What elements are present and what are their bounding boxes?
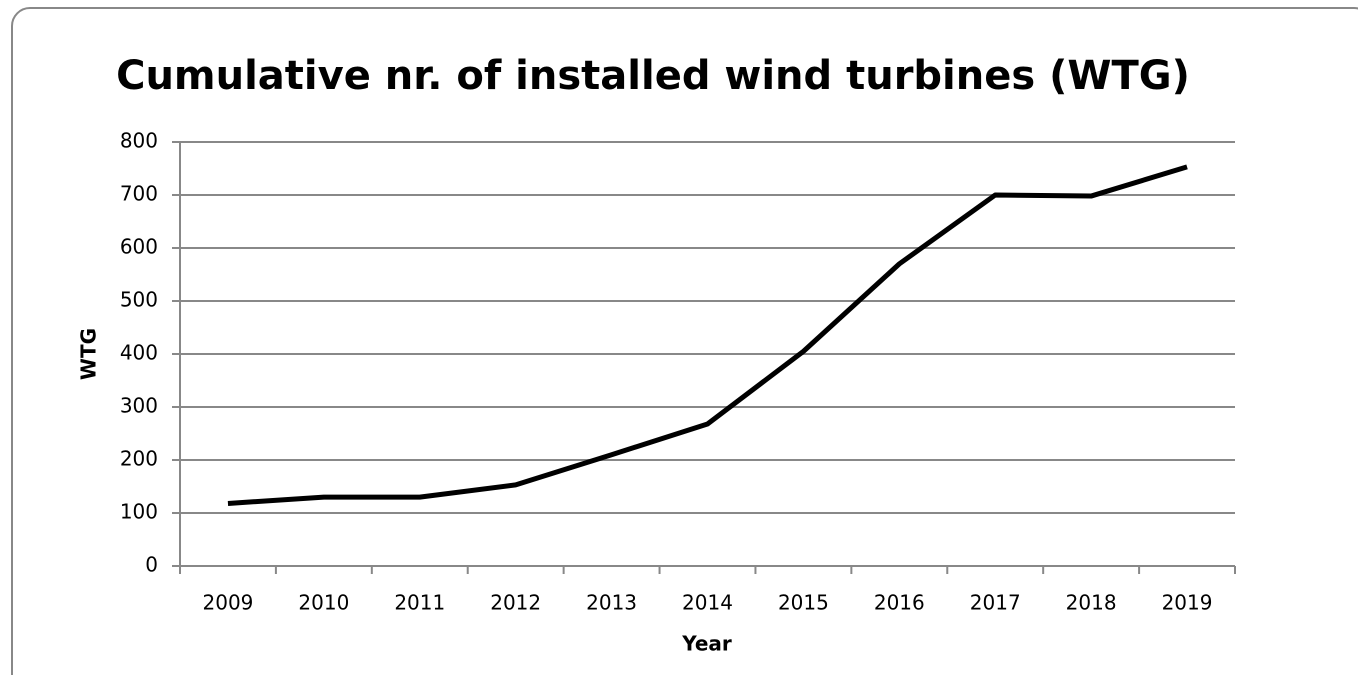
x-tick-label: 2015 (778, 591, 829, 615)
y-axis-title: WTG (77, 328, 101, 380)
x-tick-label: 2017 (970, 591, 1021, 615)
y-tick-label: 200 (120, 447, 158, 471)
x-tick-label: 2019 (1162, 591, 1213, 615)
x-axis-title: Year (681, 632, 732, 656)
x-tick-label: 2009 (203, 591, 254, 615)
y-tick-label: 700 (120, 182, 158, 206)
x-tick-label: 2010 (298, 591, 349, 615)
y-tick-label: 600 (120, 235, 158, 259)
x-tick-label: 2018 (1066, 591, 1117, 615)
x-tick-label: 2014 (682, 591, 733, 615)
y-tick-label: 400 (120, 341, 158, 365)
chart-frame (11, 7, 1358, 679)
x-tick-label: 2013 (586, 591, 637, 615)
y-tick-label: 0 (145, 553, 158, 577)
x-tick-label: 2016 (874, 591, 925, 615)
x-tick-label: 2011 (394, 591, 445, 615)
data-line (227, 164, 1188, 506)
x-tick-label: 2012 (490, 591, 541, 615)
y-tick-label: 800 (120, 129, 158, 153)
y-tick-label: 300 (120, 394, 158, 418)
chart-title: Cumulative nr. of installed wind turbine… (116, 53, 1190, 99)
y-tick-label: 100 (120, 500, 158, 524)
y-tick-label: 500 (120, 288, 158, 312)
